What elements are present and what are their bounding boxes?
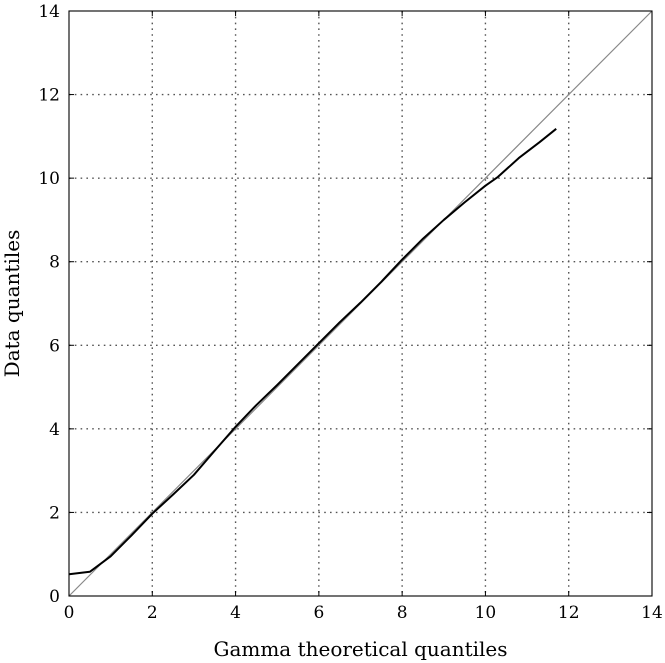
x-tick-label: 10 <box>475 603 497 623</box>
x-tick-label: 12 <box>558 603 580 623</box>
y-tick-label: 12 <box>38 86 60 106</box>
y-tick-label: 14 <box>38 2 60 22</box>
y-tick-label: 0 <box>49 587 60 607</box>
y-tick-label: 6 <box>49 336 60 356</box>
y-axis-label: Data quantiles <box>0 230 24 378</box>
y-tick-label: 8 <box>49 253 60 273</box>
x-axis-label: Gamma theoretical quantiles <box>213 637 507 661</box>
y-tick-label: 4 <box>49 420 60 440</box>
x-tick-label: 14 <box>641 603 663 623</box>
x-tick-label: 2 <box>147 603 158 623</box>
x-tick-label: 8 <box>397 603 408 623</box>
y-tick-label: 2 <box>49 503 60 523</box>
y-tick-label: 10 <box>38 169 60 189</box>
data-quantiles-line <box>68 128 557 576</box>
grid <box>69 11 652 596</box>
y-tick-labels: 0 2 4 6 8 10 12 14 <box>38 2 60 607</box>
x-tick-label: 0 <box>64 603 75 623</box>
x-tick-labels: 0 2 4 6 8 10 12 14 <box>64 603 663 623</box>
plot-frame <box>68 10 653 597</box>
x-tick-label: 4 <box>230 603 241 623</box>
x-tick-label: 6 <box>313 603 324 623</box>
